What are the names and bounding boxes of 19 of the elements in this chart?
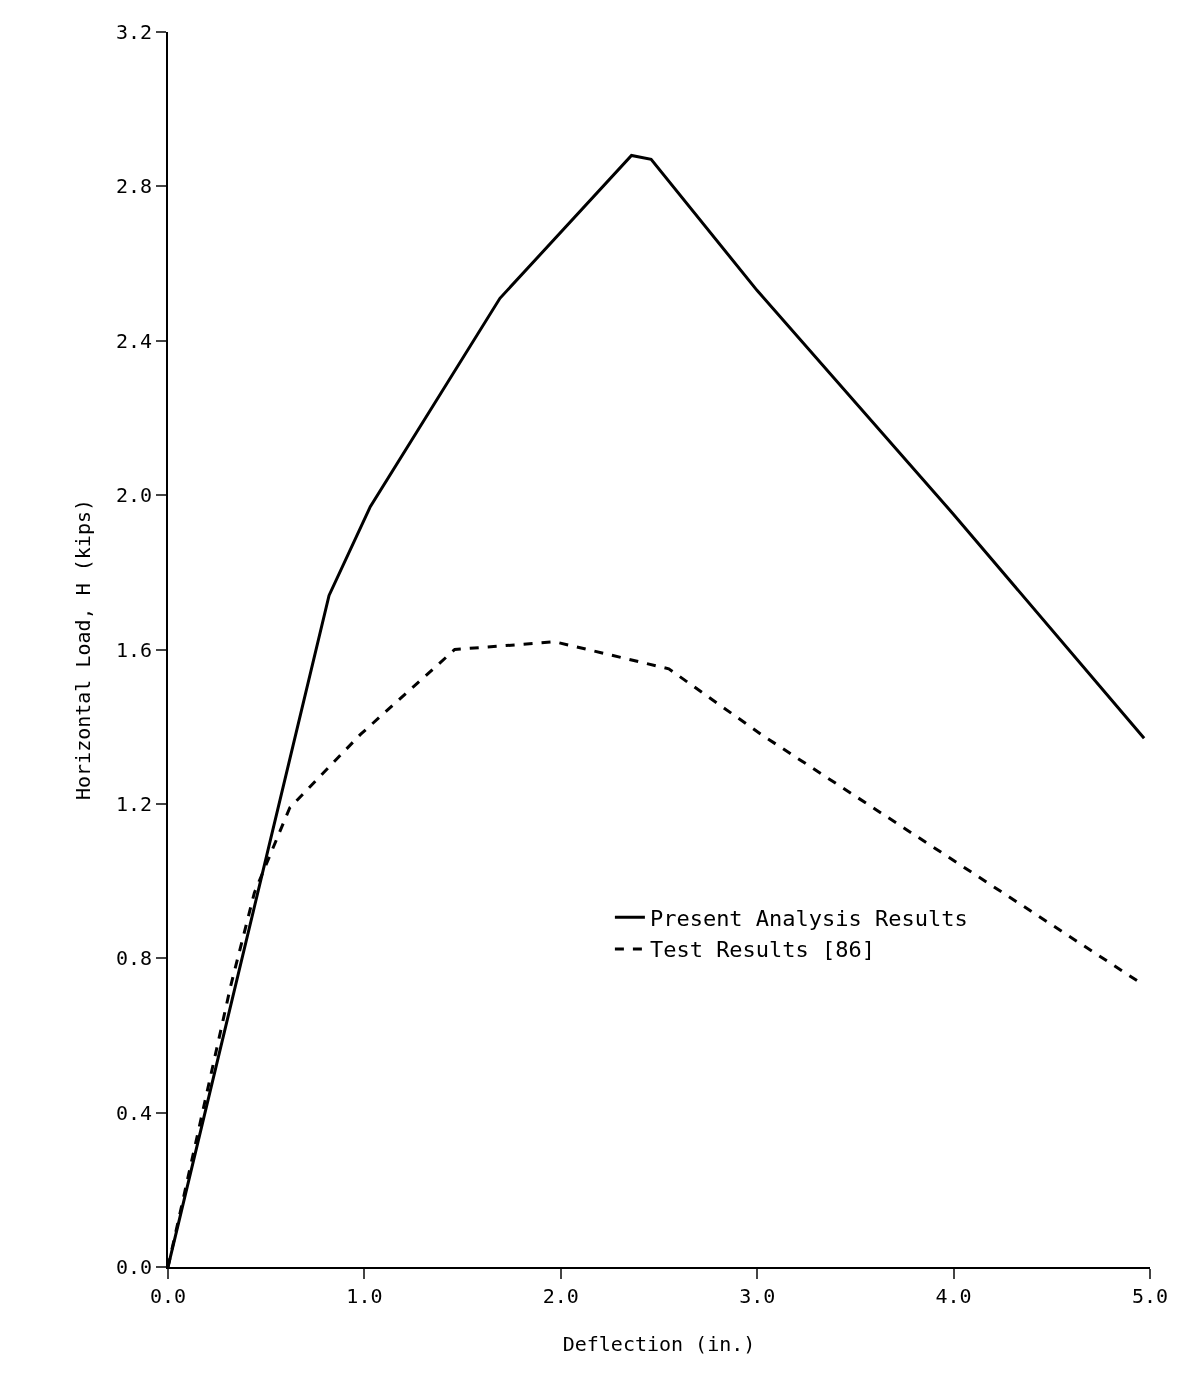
y-tick-label: 2.4	[115, 328, 152, 353]
x-tick-label: 0.0	[149, 1284, 187, 1308]
y-tick-label: 1.2	[115, 791, 152, 816]
legend-label: Present Analysis Results	[649, 905, 968, 931]
y-tick-label: 2.8	[115, 174, 152, 199]
y-tick-label: 0.8	[115, 946, 152, 971]
y-tick-label: 0.4	[115, 1100, 152, 1125]
x-tick-label: 4.0	[935, 1284, 972, 1308]
x-axis-title: Deflection (in.)	[562, 1332, 756, 1356]
y-tick-label: 0.0	[115, 1255, 152, 1279]
y-tick-label: 2.0	[115, 483, 152, 508]
x-tick-label: 2.0	[542, 1284, 579, 1308]
x-tick-label: 3.0	[739, 1284, 776, 1308]
y-tick-label: 3.2	[115, 20, 152, 44]
legend-label: Test Results [86]	[649, 937, 876, 963]
y-axis-title: Horizontal Load, H (kips)	[70, 498, 95, 801]
x-tick-label: 5.0	[1131, 1284, 1169, 1308]
y-tick-label: 1.6	[115, 637, 152, 662]
x-tick-label: 1.0	[346, 1284, 383, 1308]
